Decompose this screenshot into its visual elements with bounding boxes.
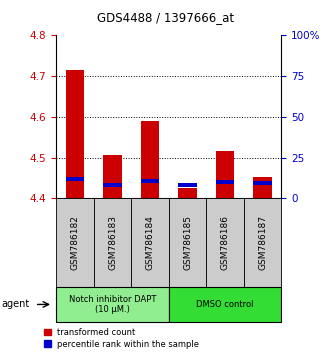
Text: GSM786184: GSM786184: [146, 215, 155, 270]
Bar: [216, 152, 234, 198]
Bar: [178, 183, 197, 187]
Text: GSM786183: GSM786183: [108, 215, 117, 270]
Text: GSM786182: GSM786182: [71, 215, 79, 270]
Bar: [178, 188, 197, 198]
Bar: [216, 180, 234, 184]
Bar: [169, 198, 206, 287]
Text: agent: agent: [2, 299, 30, 309]
Text: GSM786187: GSM786187: [258, 215, 267, 270]
Bar: [253, 181, 272, 185]
Bar: [94, 198, 131, 287]
Bar: [141, 179, 160, 183]
Bar: [253, 177, 272, 198]
Bar: [169, 287, 281, 322]
Bar: [66, 70, 84, 198]
Text: GSM786185: GSM786185: [183, 215, 192, 270]
Text: GSM786186: GSM786186: [220, 215, 230, 270]
Legend: transformed count, percentile rank within the sample: transformed count, percentile rank withi…: [44, 328, 199, 349]
Bar: [66, 177, 84, 181]
Bar: [141, 121, 160, 198]
Bar: [103, 155, 122, 198]
Bar: [103, 183, 122, 187]
Bar: [56, 198, 94, 287]
Text: Notch inhibitor DAPT
(10 μM.): Notch inhibitor DAPT (10 μM.): [69, 295, 156, 314]
Text: DMSO control: DMSO control: [196, 300, 254, 309]
Bar: [206, 198, 244, 287]
Text: GDS4488 / 1397666_at: GDS4488 / 1397666_at: [97, 11, 234, 24]
Bar: [56, 287, 169, 322]
Bar: [131, 198, 169, 287]
Bar: [244, 198, 281, 287]
